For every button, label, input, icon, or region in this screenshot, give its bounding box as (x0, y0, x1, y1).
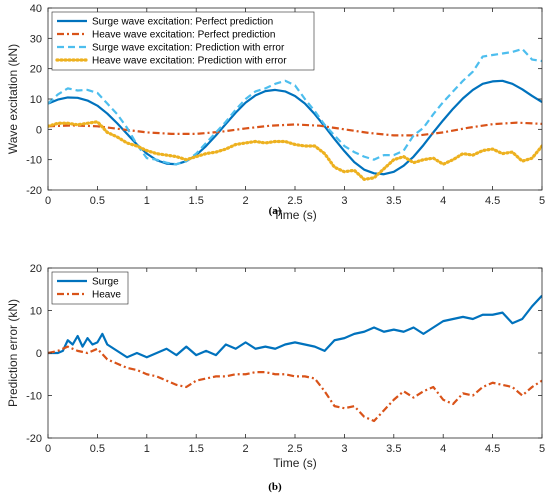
x-tick-label: 1 (144, 195, 150, 207)
x-tick-label: 5 (539, 195, 545, 207)
x-tick-label: 0.5 (90, 443, 105, 455)
x-tick-label: 5 (539, 443, 545, 455)
legend-entry: Heave wave excitation: Prediction with e… (92, 56, 287, 67)
series-group (48, 47, 542, 181)
x-tick-label: 0 (45, 195, 51, 207)
x-tick-label: 4 (440, 195, 446, 207)
y-axis-label: Wave excitation (kN) (6, 44, 20, 154)
x-tick-label: 2.5 (287, 443, 302, 455)
chart-a: 0 0.5 1 1.5 2 2.5 3 3.5 4 4.5 5 -20 -10 0 10 20 30 40 Time… (6, 3, 545, 222)
y-tick-label: -20 (26, 185, 42, 197)
y-tick-label: -20 (26, 433, 42, 445)
y-tick-label: -10 (26, 391, 42, 403)
x-tick-label: 0 (45, 443, 51, 455)
x-tick-label: 4 (440, 443, 446, 455)
panel-caption: (a) (269, 205, 282, 217)
y-axis-label: Prediction error (kN) (6, 299, 20, 407)
panel-caption: (b) (268, 481, 282, 493)
y-tick-label: 20 (30, 263, 42, 275)
series-line-4 (48, 120, 542, 181)
x-axis-label: Time (s) (273, 456, 317, 470)
series-line-1 (48, 294, 542, 359)
legend-box (51, 271, 129, 305)
series-line-1 (48, 79, 542, 176)
legend: Surge Heave (51, 271, 129, 305)
legend-entry: Surge wave excitation: Prediction with e… (92, 43, 285, 54)
series-line-2 (48, 345, 542, 423)
x-tick-label: 1.5 (189, 443, 204, 455)
y-tick-label: 0 (36, 348, 42, 360)
legend-box (51, 11, 315, 71)
x-tick-label: 2.5 (287, 195, 302, 207)
x-tick-label: 1.5 (189, 195, 204, 207)
x-tick-label: 3 (341, 195, 347, 207)
legend-entry: Surge wave excitation: Perfect predictio… (92, 17, 273, 28)
x-tick-label: 0.5 (90, 195, 105, 207)
y-tick-label: 30 (30, 33, 42, 45)
y-tick-label: 10 (30, 306, 42, 318)
y-tick-label: 40 (30, 3, 42, 15)
series-line-3 (48, 47, 542, 166)
x-tick-label: 4.5 (485, 443, 500, 455)
plot-area (48, 268, 542, 438)
x-tick-label: 2 (243, 195, 249, 207)
y-tick-label: -10 (26, 155, 42, 167)
x-tick-label: 2 (243, 443, 249, 455)
x-tick-label: 4.5 (485, 195, 500, 207)
y-tick-label: 20 (30, 64, 42, 76)
x-tick-label: 3.5 (386, 195, 401, 207)
y-tick-label: 10 (30, 94, 42, 106)
chart-b: 0 0.5 1 1.5 2 2.5 3 3.5 4 4.5 5 -20 -10 0 10 20 Time (s)… (6, 263, 545, 493)
series-group (48, 294, 542, 423)
legend-entry: Surge (92, 277, 119, 288)
x-axis-label: Time (s) (273, 208, 317, 222)
x-tick-label: 3 (341, 443, 347, 455)
legend-entry: Heave wave excitation: Perfect predictio… (92, 30, 275, 41)
legend-entry: Heave (92, 290, 121, 301)
legend: Surge wave excitation: Perfect predictio… (51, 11, 315, 71)
x-tick-label: 3.5 (386, 443, 401, 455)
y-tick-label: 0 (36, 124, 42, 136)
x-tick-label: 1 (144, 443, 150, 455)
